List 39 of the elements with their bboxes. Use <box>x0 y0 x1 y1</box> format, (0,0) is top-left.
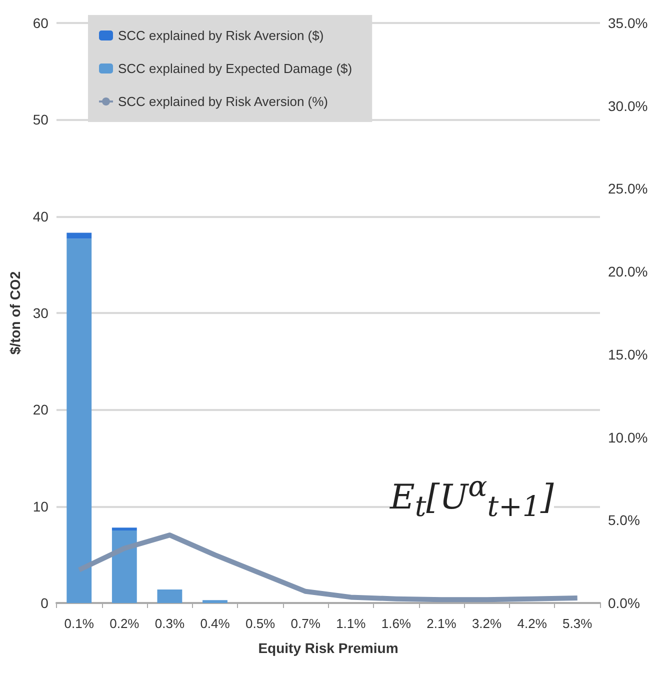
y-tick-label: 40 <box>32 208 49 224</box>
y-tick-label: 50 <box>32 112 49 128</box>
legend-label: SCC explained by Expected Damage ($) <box>118 61 352 76</box>
y-tick-label: 10 <box>32 498 49 514</box>
bar <box>157 589 182 603</box>
bar <box>66 238 92 603</box>
bar <box>202 600 228 603</box>
y-tick-label: 60 <box>32 15 49 31</box>
x-tick-label: 2.1% <box>426 616 457 631</box>
x-tick-label: 3.2% <box>472 616 502 631</box>
x-tick-label: 0.5% <box>245 616 276 631</box>
y2-tick-label: 0.0% <box>608 595 640 611</box>
x-axis-title: Equity Risk Premium <box>258 640 398 656</box>
y2-tick-label: 10.0% <box>608 429 648 446</box>
bar <box>112 530 137 603</box>
x-tick-label: 5.3% <box>562 616 593 631</box>
bar <box>66 232 92 239</box>
x-tick-label: 0.2% <box>110 616 140 631</box>
legend-label: SCC explained by Risk Aversion (%) <box>118 94 328 109</box>
bar <box>112 528 137 530</box>
y-tick-label: 20 <box>32 402 49 418</box>
x-tick-label: 4.2% <box>517 616 548 631</box>
y-tick-label: 30 <box>32 305 49 321</box>
y2-tick-label: 5.0% <box>608 512 640 528</box>
x-tick-label: 0.3% <box>154 616 185 631</box>
x-tick-label: 0.1% <box>64 616 94 631</box>
y-tick-label: 0 <box>40 595 49 611</box>
y2-tick-label: 15.0% <box>608 346 648 362</box>
x-tick-label: 1.1% <box>336 616 366 631</box>
x-tick-label: 0.4% <box>200 616 230 631</box>
annotation: E$_{t}$[U$^{α}$$_{t+1}$] <box>390 470 554 524</box>
y2-tick-label: 25.0% <box>608 180 648 197</box>
y2-tick-label: 35.0% <box>608 15 648 31</box>
x-tick-label: 1.6% <box>381 616 412 631</box>
legend-label: SCC explained by Risk Aversion ($) <box>118 28 324 43</box>
x-tick-label: 0.7% <box>290 616 321 631</box>
y2-tick-label: 30.0% <box>608 98 648 114</box>
y2-tick-label: 20.0% <box>608 264 648 280</box>
y-axis-title: $/ton of CO2 <box>7 271 23 355</box>
